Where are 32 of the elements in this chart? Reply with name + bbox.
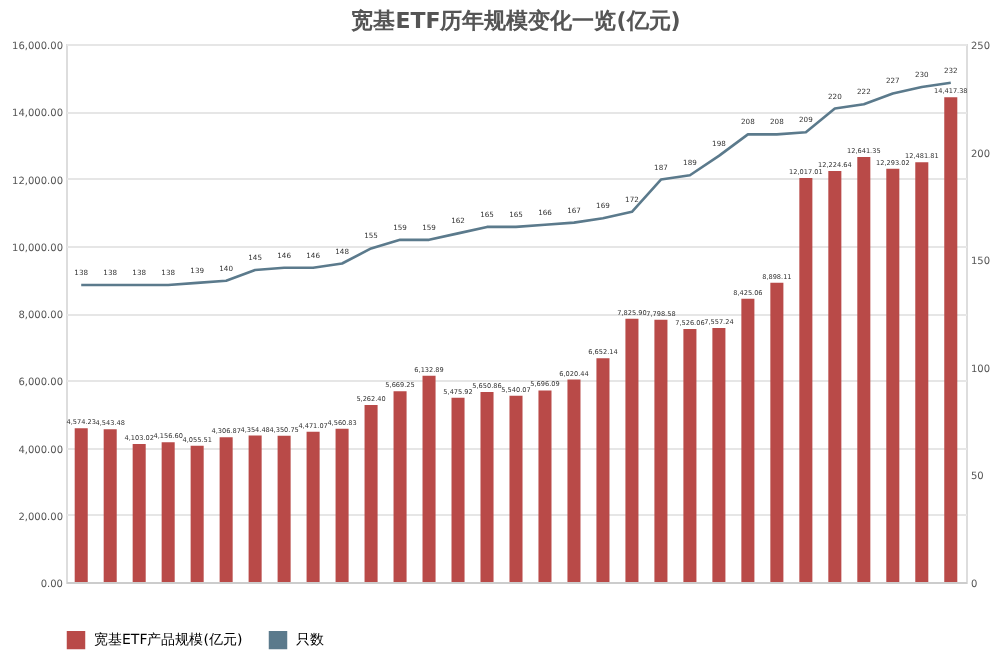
chart-title: 宽基ETF历年规模变化一览(亿元) — [351, 8, 681, 34]
bar — [567, 379, 581, 582]
bar — [422, 375, 436, 582]
bar — [654, 319, 668, 582]
bar — [277, 435, 291, 582]
bar — [857, 156, 871, 582]
bar — [190, 445, 204, 582]
bar — [103, 429, 117, 582]
bar — [799, 177, 813, 582]
bar — [915, 162, 929, 582]
bar — [596, 358, 610, 582]
bar — [625, 318, 639, 582]
bar — [74, 428, 88, 582]
bar — [828, 170, 842, 582]
bar — [248, 435, 262, 582]
bar — [219, 437, 233, 582]
bar — [306, 431, 320, 582]
bar — [770, 282, 784, 582]
bar — [364, 405, 378, 582]
bar — [712, 327, 726, 582]
bar — [335, 428, 349, 582]
bar — [538, 390, 552, 582]
bar — [683, 328, 697, 582]
bar — [393, 391, 407, 582]
bar — [161, 442, 175, 582]
bar — [741, 298, 755, 582]
bar — [886, 168, 900, 582]
bar — [480, 391, 494, 582]
bar — [944, 97, 958, 582]
bar — [509, 395, 523, 582]
bar — [451, 397, 465, 582]
bar — [132, 444, 146, 582]
